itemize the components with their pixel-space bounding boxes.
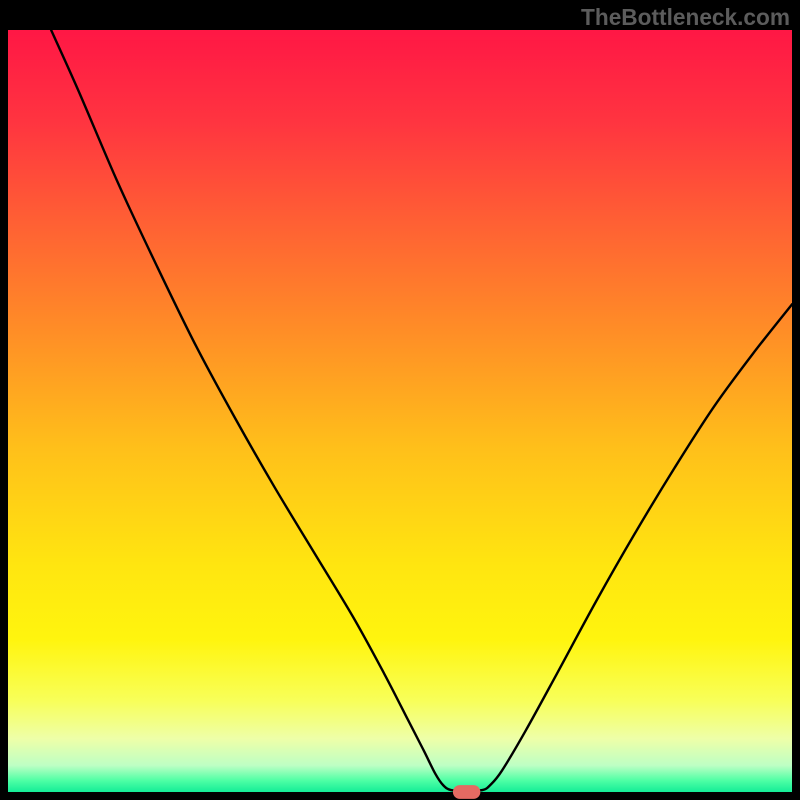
chart-canvas: TheBottleneck.com xyxy=(0,0,800,800)
chart-plot-area xyxy=(8,30,792,792)
chart-svg xyxy=(0,0,800,800)
optimal-marker xyxy=(453,785,480,799)
watermark-text: TheBottleneck.com xyxy=(581,4,790,31)
